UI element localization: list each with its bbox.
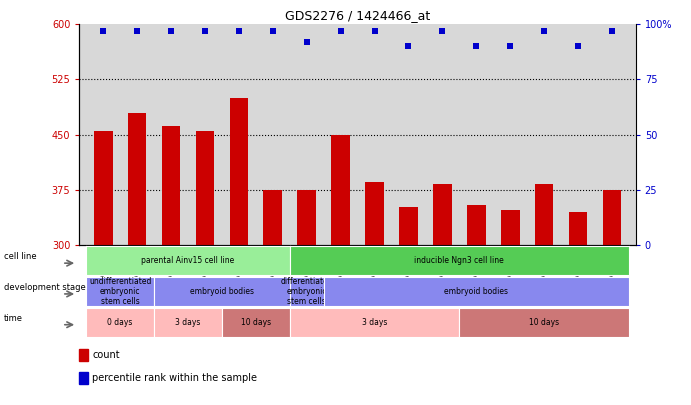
Point: [267, 28, 278, 34]
Point: [471, 43, 482, 49]
Bar: [128, 113, 146, 245]
Bar: [501, 211, 520, 245]
Bar: [94, 131, 113, 245]
Text: inducible Ngn3 cell line: inducible Ngn3 cell line: [415, 256, 504, 265]
Point: [234, 28, 245, 34]
Bar: [79, 372, 88, 384]
Text: 10 days: 10 days: [240, 318, 271, 327]
Bar: [229, 98, 248, 245]
Point: [573, 43, 584, 49]
Text: 3 days: 3 days: [362, 318, 387, 327]
Point: [437, 28, 448, 34]
Bar: [79, 349, 88, 361]
Text: development stage: development stage: [4, 283, 86, 292]
Bar: [535, 184, 553, 245]
Point: [301, 39, 312, 45]
Bar: [433, 184, 452, 245]
Text: 10 days: 10 days: [529, 318, 559, 327]
Point: [369, 28, 380, 34]
Bar: [569, 212, 587, 245]
Text: embryoid bodies: embryoid bodies: [190, 287, 254, 296]
Point: [166, 28, 177, 34]
Point: [403, 43, 414, 49]
Bar: [603, 190, 621, 245]
Point: [97, 28, 108, 34]
Text: count: count: [92, 350, 120, 360]
Bar: [297, 190, 316, 245]
Point: [538, 28, 549, 34]
Bar: [331, 134, 350, 245]
Bar: [467, 205, 486, 245]
Bar: [399, 207, 418, 245]
Text: time: time: [4, 313, 23, 322]
Bar: [366, 183, 384, 245]
Title: GDS2276 / 1424466_at: GDS2276 / 1424466_at: [285, 9, 430, 22]
Bar: [196, 131, 214, 245]
Text: 3 days: 3 days: [176, 318, 200, 327]
Text: cell line: cell line: [4, 252, 37, 261]
Bar: [162, 126, 180, 245]
Point: [335, 28, 346, 34]
Text: embryoid bodies: embryoid bodies: [444, 287, 509, 296]
Bar: [263, 190, 282, 245]
Text: 0 days: 0 days: [108, 318, 133, 327]
Text: percentile rank within the sample: percentile rank within the sample: [92, 373, 257, 383]
Text: differentiated
embryonic
stem cells: differentiated embryonic stem cells: [281, 277, 333, 307]
Point: [607, 28, 618, 34]
Text: undifferentiated
embryonic
stem cells: undifferentiated embryonic stem cells: [89, 277, 151, 307]
Point: [200, 28, 211, 34]
Point: [131, 28, 142, 34]
Text: parental Ainv15 cell line: parental Ainv15 cell line: [142, 256, 235, 265]
Point: [504, 43, 515, 49]
